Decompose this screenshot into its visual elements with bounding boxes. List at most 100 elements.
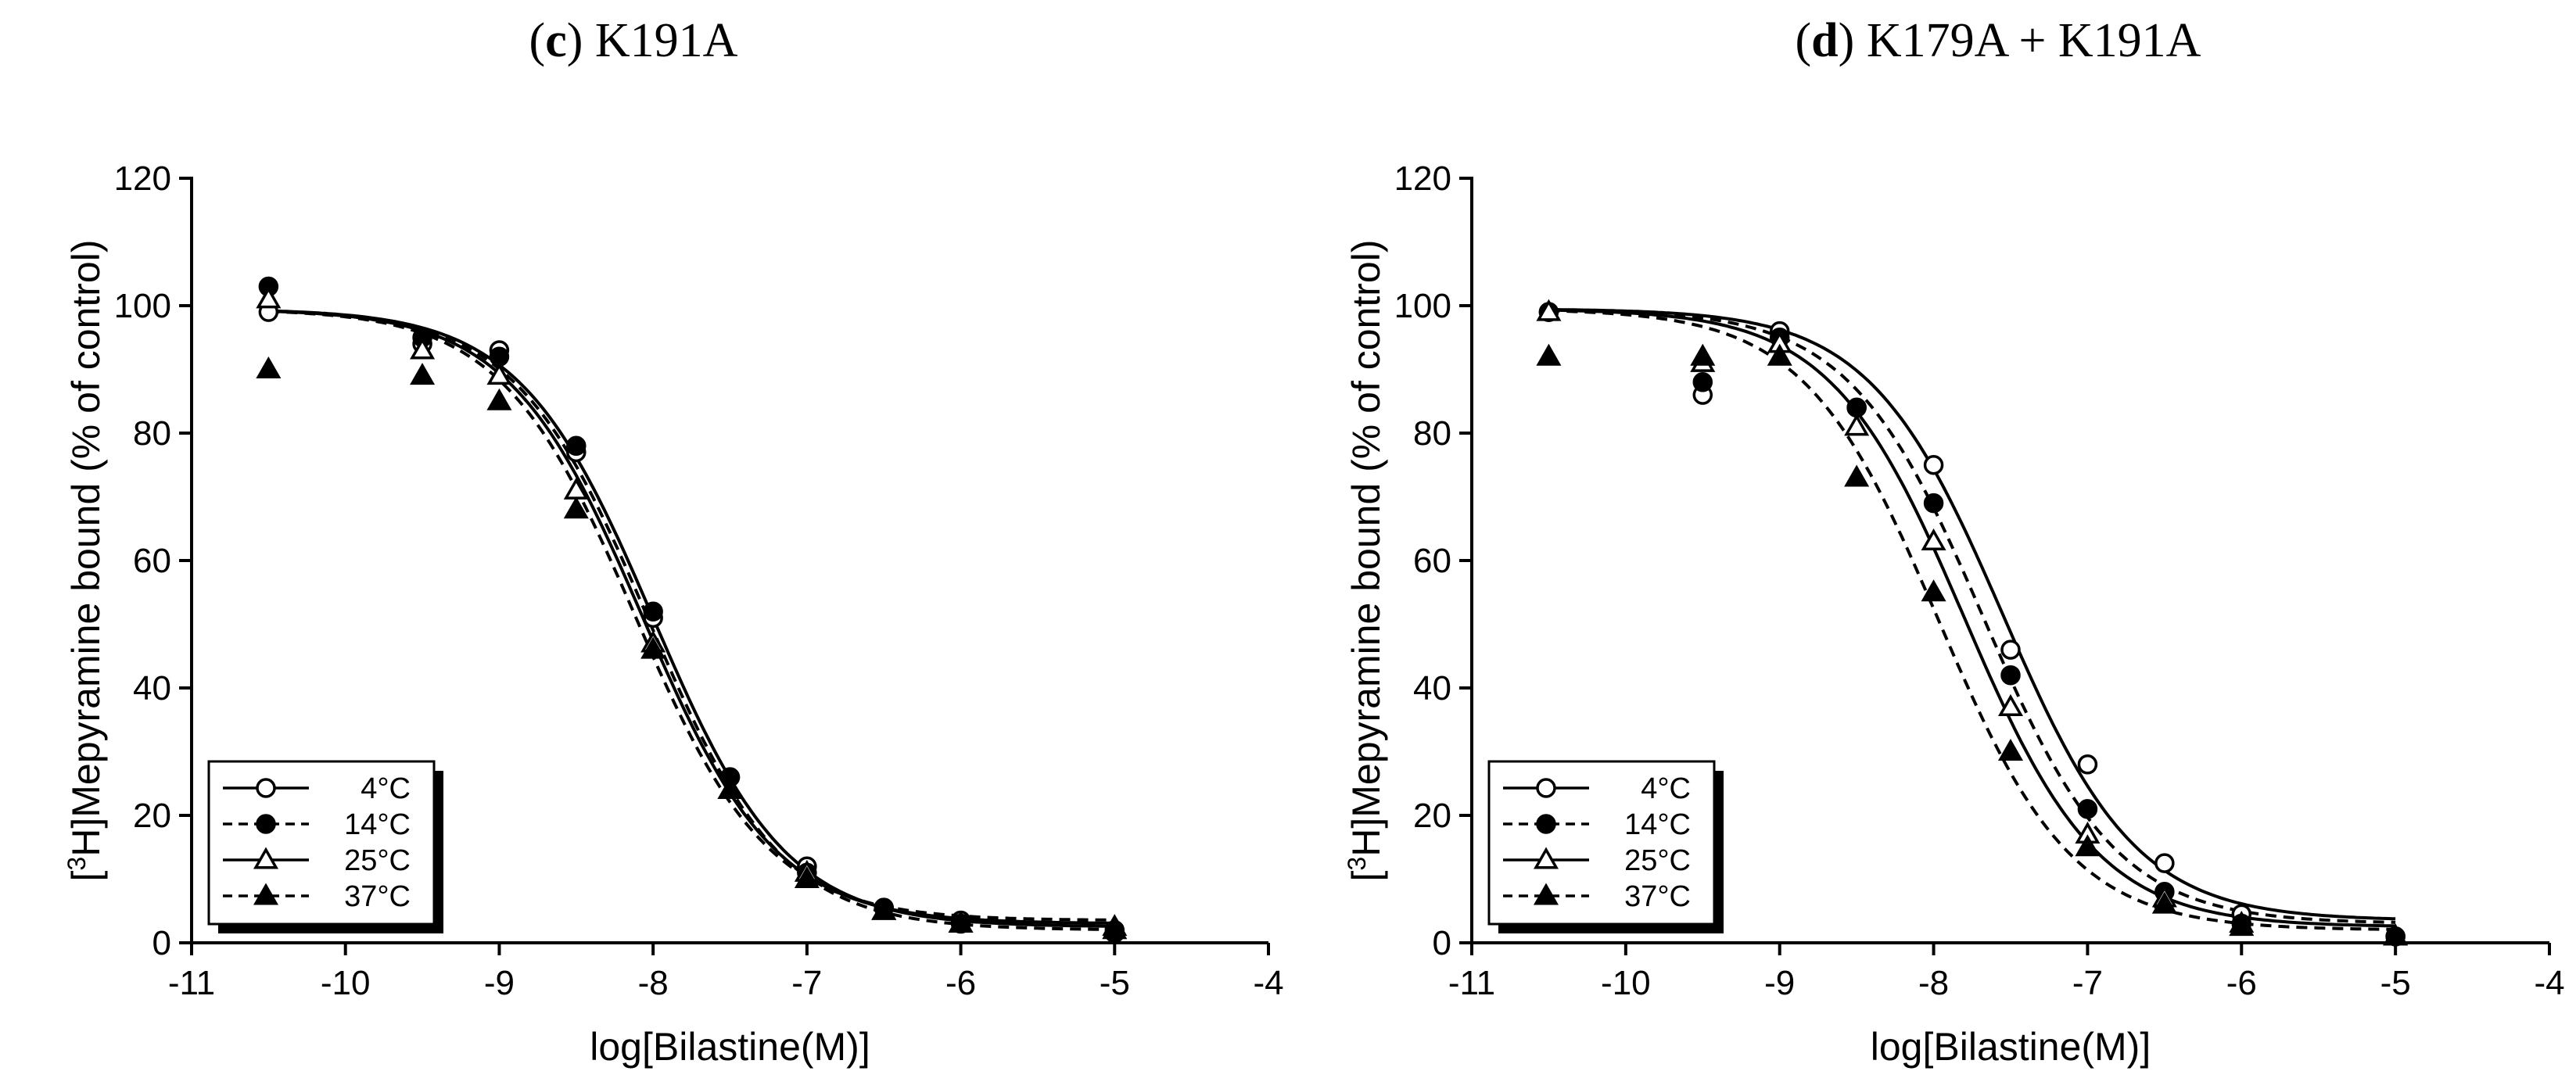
legend-marker-filled-circle [256,814,276,834]
fit-curve-open-triangle [1548,308,2396,928]
x-tick-label: -9 [484,964,515,1002]
fit-curve-open-triangle [268,310,1115,925]
y-tick-label: 60 [1413,542,1451,580]
y-tick-label: 80 [133,414,171,453]
panel-title: (c) K191A [529,14,738,67]
panel-paren-close: ) [1839,14,1867,67]
data-point-filled-circle [489,346,510,367]
data-point-filled-triangle [794,865,820,888]
legend-marker-open-triangle [253,847,279,869]
data-point-open-triangle [256,286,282,309]
chart-panel-c: (c) K191A 0 20 40 60 80 100 120 -11 -10 -9 -8 -7 -6 -5… [63,14,1284,1069]
panel-letter: c [545,14,567,67]
data-point-filled-circle [1923,493,1944,514]
data-point-filled-triangle [256,356,282,378]
x-tick-label: -8 [1918,964,1949,1002]
data-point-filled-triangle [871,897,897,920]
x-tick-label: -11 [1448,964,1495,1002]
data-point-filled-triangle [486,388,512,410]
legend-marker-filled-triangle [1533,883,1559,905]
panel-letter: d [1811,14,1838,67]
legend-marker-open-circle [256,778,276,798]
panel-paren-open: ( [529,14,546,67]
y-axis-label: [3H]Mepyramine bound (% of control) [1343,240,1388,882]
data-point-open-triangle [410,337,436,360]
x-axis-label: log[Bilastine(M)] [1871,1025,2151,1069]
y-tick-label: 40 [1413,669,1451,707]
data-point-filled-circle [2077,799,2098,819]
y-tick-label: 60 [133,542,171,580]
data-point-filled-circle [566,435,587,457]
x-tick-label: -7 [791,964,822,1002]
legend-label: 37°C [344,880,411,913]
y-tick-label: 20 [1413,797,1451,835]
panel-paren-close: ) [567,14,595,67]
data-point-open-triangle [1921,528,1946,551]
data-point-filled-triangle [2075,834,2101,857]
y-axis-label: [3H]Mepyramine bound (% of control) [63,240,108,882]
panel-title: (d) K179A + K191A [1796,14,2201,67]
legend-label: 25°C [1624,844,1691,877]
fit-curve-filled-triangle [268,310,1115,922]
fit-curve-open-circle [268,309,1115,928]
legend-marker-filled-circle [1536,814,1556,834]
data-point-filled-triangle [948,911,974,933]
data-point-filled-triangle [2383,923,2409,946]
x-tick-label: -4 [2534,964,2564,1002]
x-tick-label: -6 [2226,964,2257,1002]
chart-panel-d: (d) K179A + K191A 0 20 40 60 80 100 120 -11 -10 -9… [1343,14,2565,1069]
y-tick-label: 100 [114,287,171,325]
data-point-open-circle [2077,754,2098,775]
data-point-filled-circle [1846,397,1867,418]
panel-title-text: K179A + K191A [1867,14,2201,67]
x-tick-label: -8 [638,964,669,1002]
x-tick-label: -10 [1601,964,1651,1002]
y-tick-label: 0 [1433,924,1451,962]
x-tick-label: -5 [2380,964,2411,1002]
data-point-filled-triangle [1921,579,1946,602]
y-tick-label: 40 [133,669,171,707]
data-point-filled-triangle [1536,343,1562,366]
data-point-filled-triangle [2151,891,2177,914]
fit-curve-filled-circle [1548,308,2396,924]
data-point-filled-triangle [1767,343,1792,366]
data-point-filled-triangle [563,496,589,519]
fit-curve-filled-triangle [1548,309,2396,931]
x-tick-label: -10 [321,964,371,1002]
data-point-open-circle [2000,639,2021,660]
x-axis-label: log[Bilastine(M)] [590,1025,870,1069]
x-tick-label: -4 [1253,964,1283,1002]
data-point-open-triangle [1844,414,1870,436]
x-tick-label: -5 [1100,964,1130,1002]
data-point-open-triangle [1536,299,1562,321]
data-point-open-circle [1923,455,1944,475]
data-point-filled-circle [643,601,663,622]
legend-label: 37°C [1624,880,1691,913]
y-tick-label: 20 [133,797,171,835]
y-tick-label: 100 [1394,287,1451,325]
data-point-filled-triangle [640,636,666,659]
legend-label: 14°C [1624,808,1691,841]
data-point-open-triangle [1997,693,2024,716]
x-tick-label: -6 [945,964,976,1002]
x-tick-label: -7 [2072,964,2103,1002]
legend-marker-open-circle [1536,778,1556,798]
data-point-open-triangle [486,363,512,385]
data-point-filled-circle [2000,665,2021,686]
legend-label: 14°C [344,808,411,841]
data-point-filled-triangle [2229,914,2255,937]
data-point-filled-triangle [410,363,436,385]
data-point-filled-triangle [717,776,743,799]
fit-curve-open-circle [1548,308,2396,921]
legend-label: 4°C [361,772,411,805]
data-point-filled-triangle [1844,464,1870,487]
y-tick-label: 120 [1394,159,1451,198]
data-point-filled-triangle [1997,738,2024,761]
x-tick-label: -11 [168,964,215,1002]
data-point-filled-circle [1692,372,1713,392]
data-point-filled-triangle [1102,917,1128,940]
legend-marker-open-triangle [1533,847,1559,869]
legend-marker-filled-triangle [253,883,279,905]
data-point-filled-triangle [1690,343,1716,366]
